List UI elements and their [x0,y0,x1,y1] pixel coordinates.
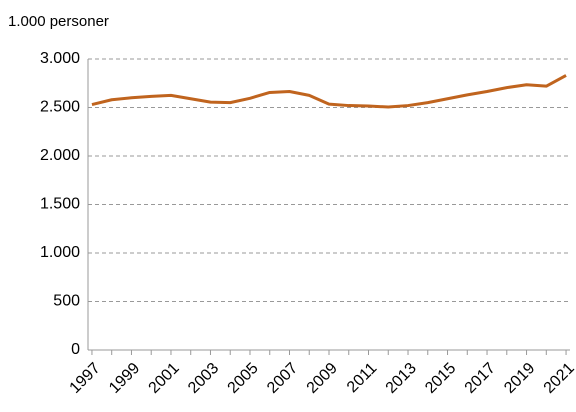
x-tick-label: 1997 [67,360,104,397]
x-tick-label: 2009 [304,360,341,397]
y-tick-label: 0 [71,341,80,358]
y-tick-label: 500 [53,293,80,310]
y-tick-label: 1.000 [40,244,80,261]
x-tick-label: 2013 [383,360,420,397]
x-tick-label: 2015 [422,360,459,397]
x-tick-label: 2003 [185,360,222,397]
y-tick-label: 2.000 [40,147,80,164]
y-tick-label: 3.000 [40,50,80,67]
y-tick-label: 1.500 [40,196,80,213]
x-tick-label: 2007 [264,360,301,397]
y-axis-label: 1.000 personer [8,13,109,30]
x-tick-label: 2021 [541,360,576,397]
x-tick-label: 1999 [106,360,143,397]
data-line [91,74,567,109]
x-tick-label: 2019 [501,360,538,397]
y-tick-label: 2.500 [40,99,80,116]
x-tick-label: 2017 [462,360,499,397]
x-tick-label: 2005 [225,360,262,397]
x-tick-label: 2001 [146,360,183,397]
x-tick-label: 2011 [344,360,380,396]
